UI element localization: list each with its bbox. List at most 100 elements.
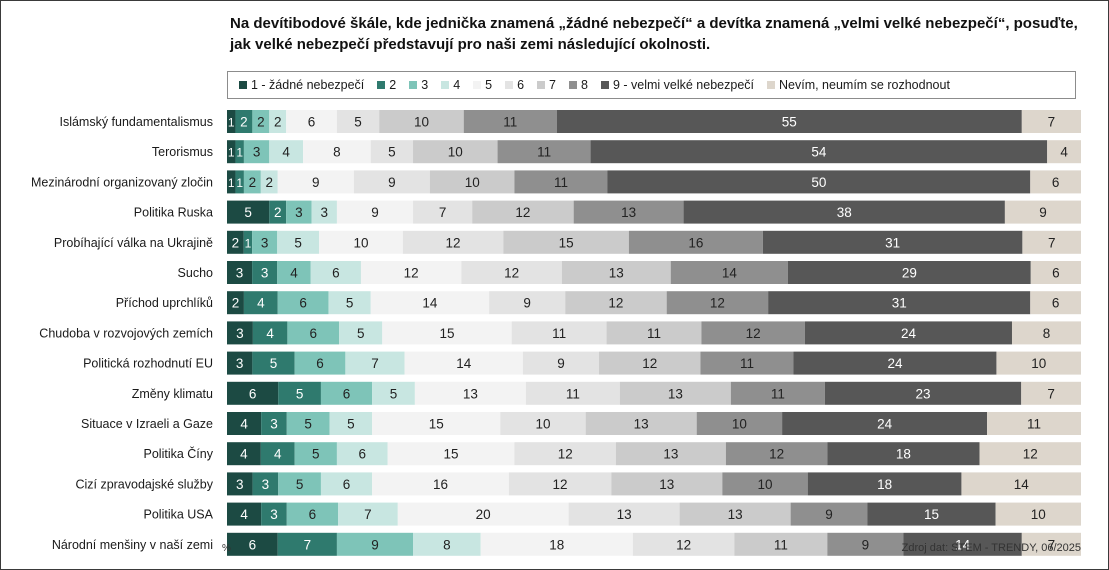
bar-segment bbox=[336, 532, 414, 556]
bar-segment bbox=[561, 261, 671, 284]
data-label: 5 bbox=[296, 477, 304, 492]
data-label: 6 bbox=[299, 296, 307, 311]
bar-segment bbox=[269, 110, 287, 133]
bar-segment bbox=[1047, 140, 1081, 164]
data-label: 5 bbox=[390, 386, 398, 401]
bar-segment bbox=[235, 170, 244, 194]
bar-segment bbox=[328, 291, 371, 315]
data-label: 9 bbox=[862, 537, 870, 552]
bar-segment bbox=[336, 200, 414, 224]
legend-label: 6 bbox=[517, 78, 525, 92]
legend-label: 7 bbox=[549, 78, 556, 92]
data-label: 8 bbox=[1043, 326, 1051, 341]
bar-segment bbox=[227, 502, 262, 526]
bar-segment bbox=[413, 140, 498, 164]
data-label: 10 bbox=[414, 115, 429, 130]
data-label: 11 bbox=[771, 386, 785, 401]
bar-segment bbox=[252, 351, 295, 375]
legend-label: 9 - velmi velké nebezpečí bbox=[612, 78, 754, 92]
bar-segment bbox=[1004, 200, 1081, 224]
bar-segment bbox=[503, 230, 629, 254]
bar-segment bbox=[413, 532, 481, 556]
data-label: 7 bbox=[439, 205, 447, 220]
bar-segment bbox=[227, 110, 236, 133]
data-label: 2 bbox=[232, 235, 240, 250]
data-label: 3 bbox=[261, 266, 269, 281]
bar-segment bbox=[372, 412, 501, 435]
data-label: 2 bbox=[274, 205, 282, 220]
bar-segment bbox=[793, 351, 997, 375]
bar-segment bbox=[827, 442, 980, 466]
data-label: 7 bbox=[1048, 115, 1056, 130]
data-label: 6 bbox=[316, 356, 324, 371]
bar-segment bbox=[227, 472, 253, 496]
data-label: 1 bbox=[228, 146, 235, 160]
bar-segment bbox=[807, 472, 962, 496]
bar-segment bbox=[1030, 291, 1081, 315]
data-label: 14 bbox=[422, 296, 438, 311]
chart-title: Na devítibodové škále, kde jednička znam… bbox=[230, 15, 1078, 53]
bar-segment bbox=[286, 502, 339, 526]
data-label: 12 bbox=[608, 296, 623, 311]
legend-entry: 5 bbox=[473, 78, 492, 92]
data-label: 13 bbox=[634, 417, 649, 432]
bar-segment bbox=[827, 532, 904, 556]
data-label: 1 bbox=[245, 236, 252, 250]
bar-segment bbox=[269, 200, 287, 224]
bar-segment bbox=[252, 261, 278, 284]
data-label: 3 bbox=[295, 205, 303, 220]
bar-segment bbox=[252, 110, 270, 133]
bar-segment bbox=[235, 140, 244, 164]
bar-segment bbox=[227, 230, 244, 254]
bar-segment bbox=[606, 321, 702, 345]
data-label: 10 bbox=[758, 477, 773, 492]
bar-segment bbox=[1011, 321, 1081, 345]
bar-segment bbox=[277, 291, 329, 315]
category-label: Národní menšiny v naší zemi bbox=[52, 538, 213, 552]
data-label: 10 bbox=[353, 235, 368, 250]
data-label: 12 bbox=[446, 235, 461, 250]
bar-segment bbox=[372, 472, 509, 496]
data-label: 11 bbox=[740, 356, 754, 371]
data-label: 11 bbox=[774, 537, 788, 552]
data-label: 6 bbox=[332, 266, 340, 281]
data-label: 12 bbox=[1023, 447, 1038, 462]
data-label: 13 bbox=[668, 386, 683, 401]
bar-segment bbox=[261, 412, 287, 435]
bar-segment bbox=[632, 532, 735, 556]
data-label: 10 bbox=[732, 417, 747, 432]
bar-segment bbox=[508, 472, 612, 496]
data-label: 6 bbox=[359, 447, 367, 462]
data-label: 2 bbox=[257, 115, 265, 130]
bar-segment bbox=[824, 381, 1022, 405]
data-label: 9 bbox=[371, 537, 379, 552]
bar-segment bbox=[489, 291, 566, 315]
bar-segment bbox=[338, 502, 398, 526]
bar-segment bbox=[573, 200, 684, 224]
bar-segment bbox=[227, 351, 253, 375]
legend-swatch bbox=[600, 81, 609, 89]
category-label: Terorismus bbox=[152, 145, 213, 159]
data-label: 12 bbox=[676, 537, 691, 552]
bar-segment bbox=[227, 140, 236, 164]
legend-swatch bbox=[569, 81, 577, 89]
bar-segment bbox=[700, 351, 794, 375]
bar-segment bbox=[628, 230, 763, 254]
data-label: 13 bbox=[621, 205, 636, 220]
data-label: 3 bbox=[236, 326, 244, 341]
data-label: 6 bbox=[309, 507, 317, 522]
bar-segment bbox=[1022, 230, 1081, 254]
bar-segment bbox=[260, 170, 278, 194]
bar-segment bbox=[1021, 381, 1081, 405]
data-label: 12 bbox=[558, 447, 573, 462]
data-label: 8 bbox=[443, 537, 451, 552]
data-label: 11 bbox=[552, 326, 566, 341]
bar-segment bbox=[227, 381, 279, 405]
data-label: 1 bbox=[228, 176, 235, 190]
bar-segment bbox=[590, 140, 1048, 164]
data-label: 1 bbox=[236, 146, 243, 160]
legend-swatch bbox=[409, 81, 418, 89]
legend-swatch bbox=[239, 81, 247, 89]
data-label: 9 bbox=[1039, 205, 1047, 220]
legend-label: 1 - žádné nebezpečí bbox=[251, 78, 365, 92]
